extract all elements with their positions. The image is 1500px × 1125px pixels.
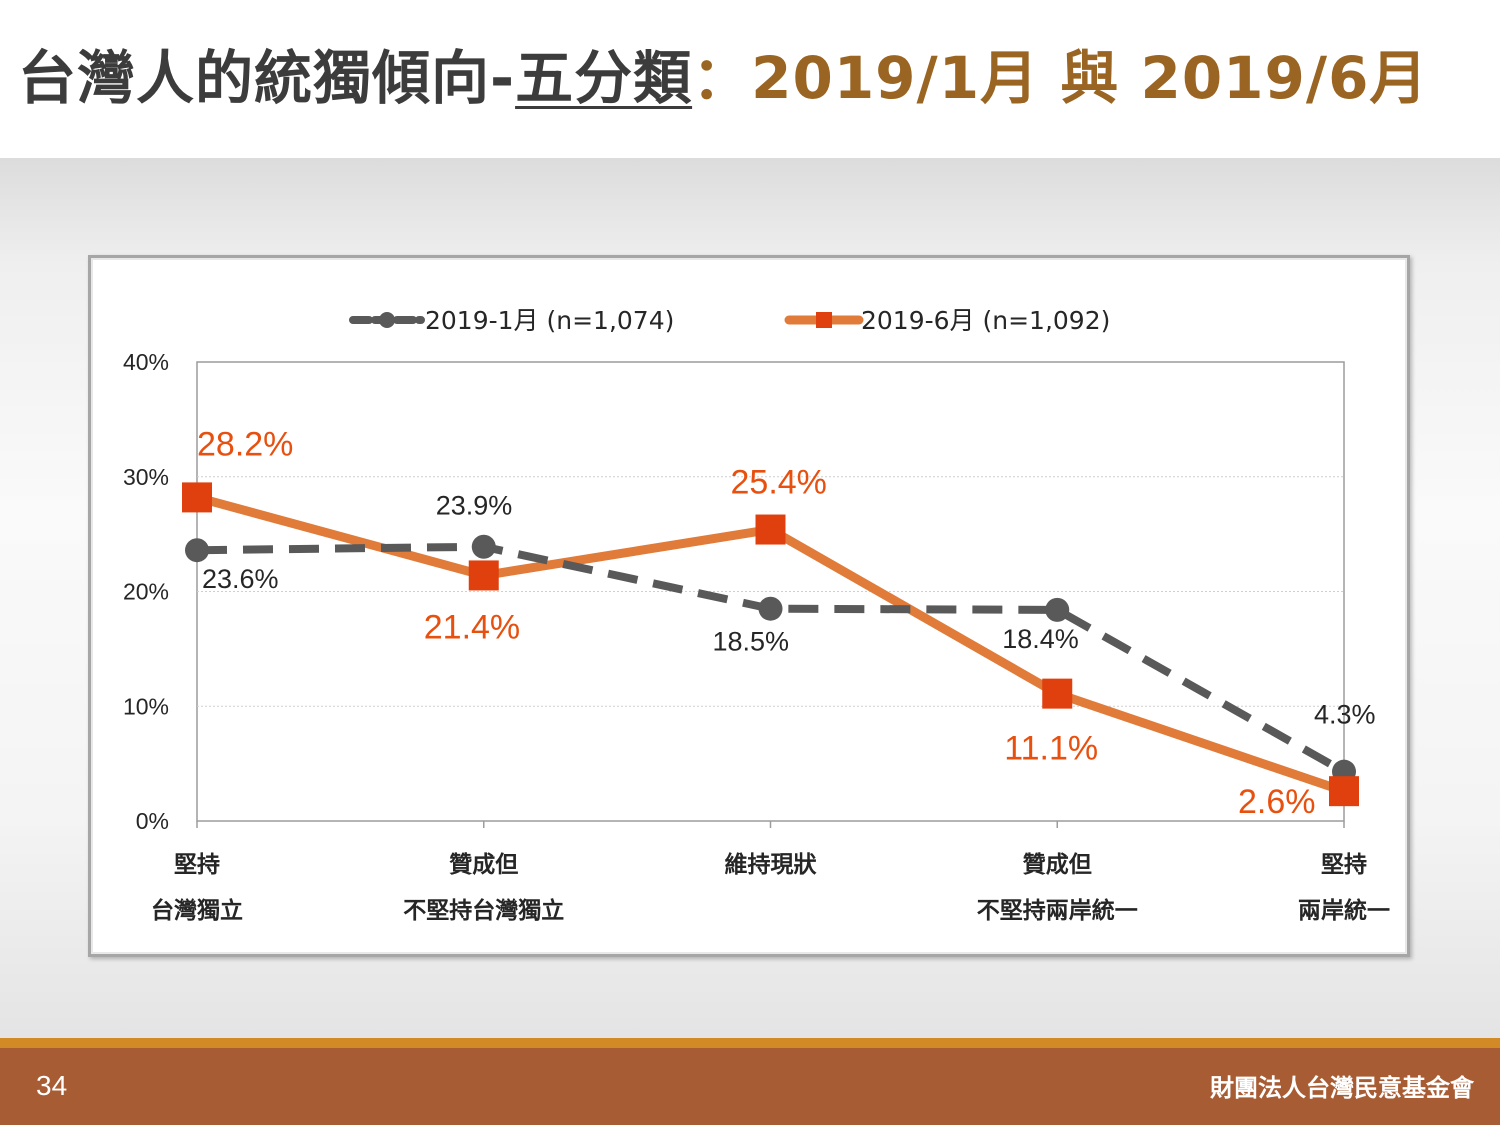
title-period: 2019/1月 與 2019/6月: [751, 44, 1429, 112]
title-underlined: 五分類: [515, 44, 693, 112]
point-2019-jun: [182, 482, 212, 513]
data-label-2019-jan: 18.4%: [1002, 624, 1079, 654]
point-2019-jan: [758, 596, 783, 621]
x-category-label: 兩岸統一: [1298, 897, 1390, 924]
x-category-label: 維持現狀: [725, 851, 818, 878]
x-category-label: 不堅持兩岸統一: [977, 897, 1138, 924]
y-tick-label: 40%: [123, 349, 169, 375]
organization-name: 財團法人台灣民意基金會: [1210, 1074, 1474, 1102]
data-label-2019-jan: 23.9%: [436, 491, 513, 521]
x-category-label: 贊成但: [449, 852, 518, 878]
page-number: 34: [36, 1070, 68, 1101]
title-colon: ：: [692, 44, 752, 112]
x-category-label: 堅持: [174, 852, 220, 878]
data-label-2019-jan: 18.5%: [713, 627, 790, 657]
legend-marker-2019-jun: [816, 312, 832, 328]
data-label-2019-jun: 11.1%: [1004, 730, 1098, 768]
legend-label-2019-jun: 2019-6月 (n=1,092): [861, 306, 1110, 335]
data-label-2019-jan: 23.6%: [202, 564, 279, 594]
x-category-label: 堅持: [1321, 852, 1367, 878]
data-label-2019-jun: 2.6%: [1238, 783, 1316, 821]
point-2019-jun: [1042, 678, 1073, 709]
legend-label-2019-jan: 2019-1月 (n=1,074): [425, 306, 674, 335]
data-label-2019-jun: 25.4%: [731, 464, 827, 502]
y-tick-label: 20%: [123, 579, 169, 605]
y-tick-label: 10%: [123, 693, 169, 719]
point-2019-jan: [471, 534, 496, 559]
point-2019-jan: [1045, 597, 1070, 622]
point-2019-jun: [1329, 776, 1359, 807]
data-label-2019-jun: 28.2%: [197, 425, 293, 463]
x-category-label: 台灣獨立: [151, 897, 243, 924]
chart-frame: 0% 10% 20% 30% 40% 堅持台灣獨立 贊成但不堅持台灣獨立 維持現狀 贊成但不堅持…: [88, 255, 1410, 957]
x-category-label: 不堅持台灣獨立: [403, 897, 564, 924]
y-tick-label: 30%: [123, 464, 169, 490]
point-2019-jun: [468, 560, 499, 591]
page-title: 台灣人的統獨傾向-五分類：2019/1月 與 2019/6月: [18, 38, 1428, 118]
footer-accent-line: [0, 1038, 1500, 1048]
data-label-2019-jan: 4.3%: [1314, 700, 1376, 730]
y-tick-label: 0%: [136, 808, 169, 834]
x-category-label: 贊成但: [1023, 852, 1092, 878]
title-main: 台灣人的統獨傾向-: [18, 44, 516, 112]
footer-bar: [0, 1048, 1500, 1125]
data-label-2019-jun: 21.4%: [424, 608, 520, 646]
point-2019-jan: [185, 538, 209, 563]
point-2019-jun: [755, 514, 786, 545]
legend-marker-2019-jan: [379, 312, 395, 328]
title-bar: 台灣人的統獨傾向-五分類：2019/1月 與 2019/6月: [0, 0, 1500, 158]
